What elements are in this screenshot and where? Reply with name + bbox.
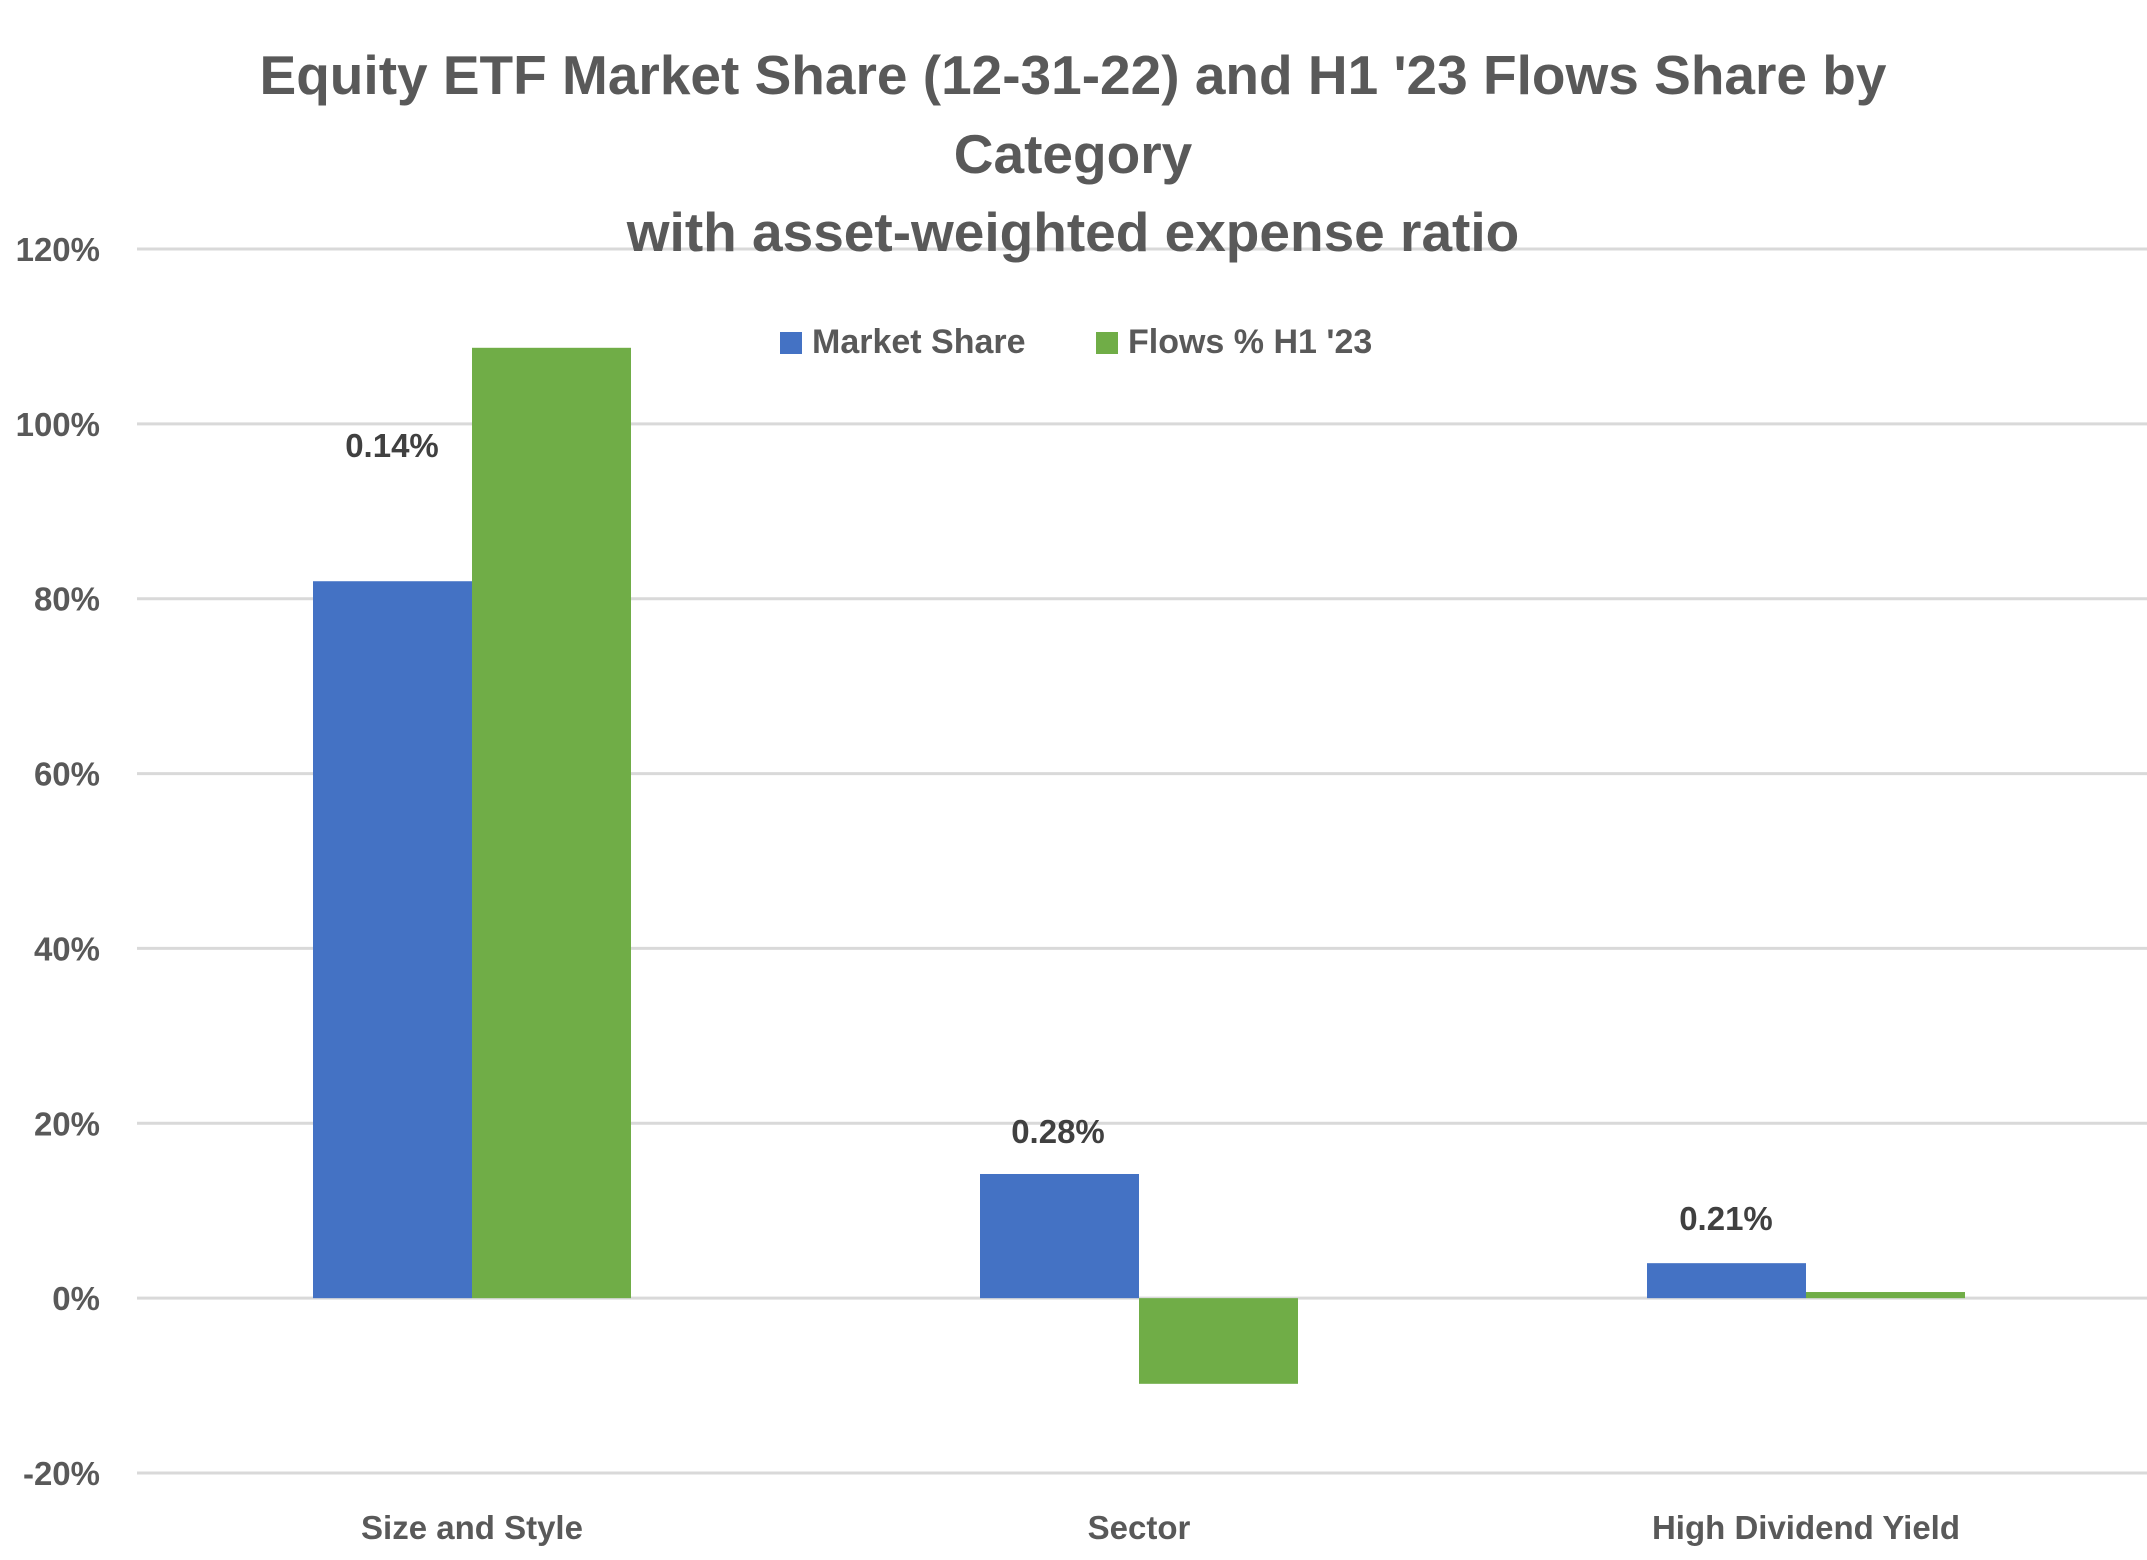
x-axis-labels: Size and Style Sector High Dividend Yield bbox=[361, 1509, 1960, 1546]
y-tick-label: 20% bbox=[34, 1105, 100, 1142]
data-label: 0.21% bbox=[1679, 1200, 1773, 1237]
data-labels: 0.14% 0.28% 0.21% bbox=[345, 427, 1773, 1237]
bar-market-share bbox=[980, 1173, 1139, 1299]
bar-market-share bbox=[313, 581, 472, 1299]
y-tick-label: -20% bbox=[23, 1455, 100, 1492]
chart-title-line-2: Category bbox=[954, 123, 1193, 185]
legend: Market Share Flows % H1 '23 bbox=[780, 323, 1372, 361]
chart-title-line-3: with asset-weighted expense ratio bbox=[626, 201, 1519, 263]
y-tick-label: 80% bbox=[34, 581, 100, 618]
legend-label-flows: Flows % H1 '23 bbox=[1128, 323, 1372, 361]
data-label: 0.14% bbox=[345, 427, 439, 464]
y-tick-label: 60% bbox=[34, 756, 100, 793]
x-tick-label: Sector bbox=[1088, 1509, 1191, 1546]
bar-flows bbox=[472, 347, 631, 1299]
bar-market-share bbox=[1647, 1263, 1806, 1299]
y-tick-label: 0% bbox=[52, 1280, 100, 1317]
y-axis-ticks: -20% 0% 20% 40% 60% 80% 100% 120% bbox=[16, 231, 100, 1492]
y-tick-label: 100% bbox=[16, 406, 100, 443]
bar-flows bbox=[1806, 1292, 1965, 1299]
x-tick-label: Size and Style bbox=[361, 1509, 583, 1546]
chart-title-line-1: Equity ETF Market Share (12-31-22) and H… bbox=[260, 44, 1887, 106]
x-tick-label: High Dividend Yield bbox=[1652, 1509, 1960, 1546]
bar-flows bbox=[1139, 1298, 1298, 1384]
legend-swatch-flows bbox=[1096, 332, 1118, 354]
y-tick-label: 120% bbox=[16, 231, 100, 268]
y-tick-label: 40% bbox=[34, 930, 100, 967]
bars bbox=[313, 347, 1965, 1384]
legend-swatch-market-share bbox=[780, 332, 802, 354]
legend-label-market-share: Market Share bbox=[812, 323, 1026, 361]
data-label: 0.28% bbox=[1011, 1113, 1105, 1150]
